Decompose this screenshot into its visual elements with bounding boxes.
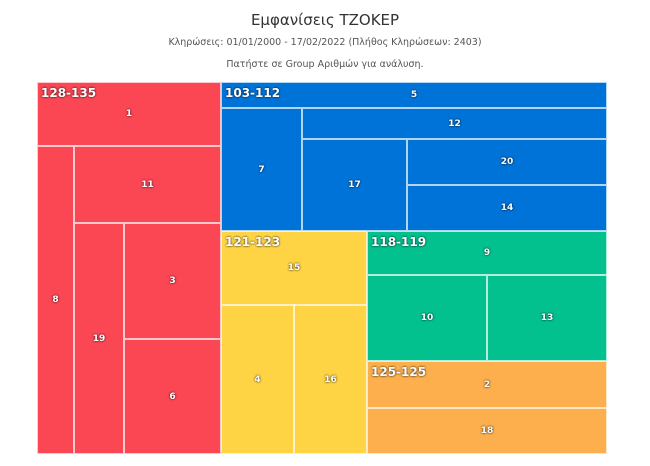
treemap-tile-11[interactable]: 11	[74, 146, 221, 223]
treemap-tile-4[interactable]: 4	[221, 305, 294, 454]
treemap-tile-7[interactable]: 7	[221, 108, 302, 231]
treemap-tile-19[interactable]: 19	[74, 223, 124, 454]
treemap-tile-6[interactable]: 6	[124, 339, 221, 454]
treemap-tile-3[interactable]: 3	[124, 223, 221, 339]
treemap-tile-2[interactable]: 2	[367, 361, 607, 408]
treemap-tile-17[interactable]: 17	[302, 139, 407, 231]
treemap-tile-5[interactable]: 5	[221, 82, 607, 108]
treemap-tile-14[interactable]: 14	[407, 185, 607, 231]
chart-hint: Πατήστε σε Group Αριθμών για ανάλυση.	[226, 59, 424, 70]
treemap-tile-8[interactable]: 8	[37, 146, 74, 454]
treemap-tile-20[interactable]: 20	[407, 139, 607, 185]
treemap-tile-15[interactable]: 15	[221, 231, 367, 305]
treemap-tile-12[interactable]: 12	[302, 108, 607, 139]
treemap-tile-18[interactable]: 18	[367, 408, 607, 454]
chart-subtitle: Κληρώσεις: 01/01/2000 - 17/02/2022 (Πλήθ…	[168, 37, 482, 48]
treemap-tile-1[interactable]: 1	[37, 82, 221, 146]
treemap-tile-10[interactable]: 10	[367, 275, 487, 361]
chart-title: Εμφανίσεις ΤΖΟΚΕΡ	[250, 11, 400, 29]
treemap-tile-9[interactable]: 9	[367, 231, 607, 275]
treemap-tile-16[interactable]: 16	[294, 305, 367, 454]
treemap-tile-13[interactable]: 13	[487, 275, 607, 361]
